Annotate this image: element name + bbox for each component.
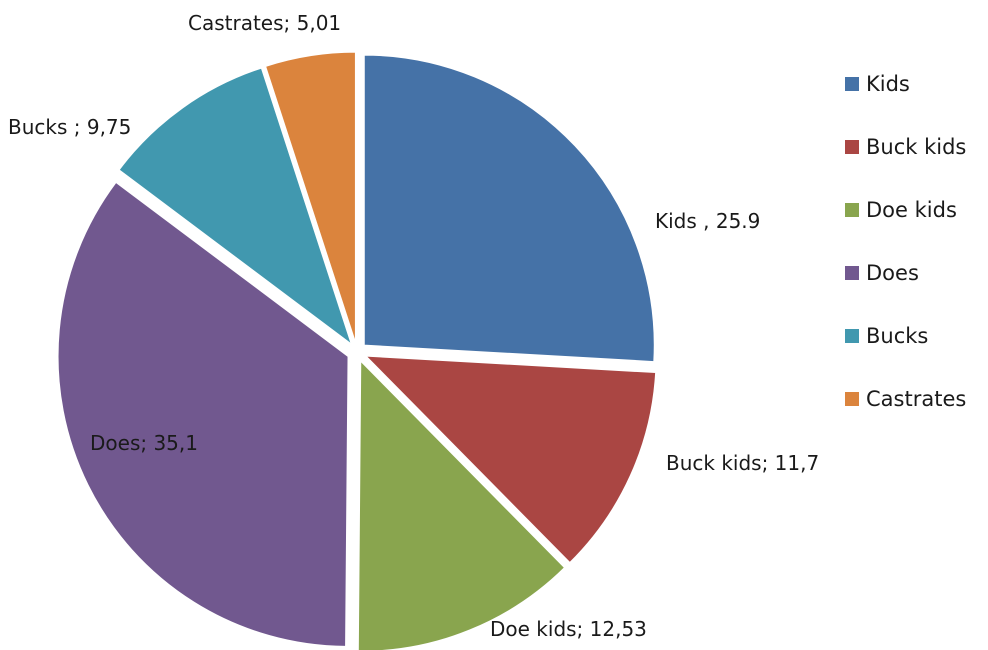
data-label-kids: Kids , 25.9 xyxy=(655,209,760,233)
pie-slice-castrates xyxy=(265,51,356,343)
legend-swatch-buck-kids xyxy=(845,140,859,154)
legend-swatch-kids xyxy=(845,77,859,91)
legend-item-castrates: Castrates xyxy=(845,385,966,413)
legend-label-doe-kids: Doe kids xyxy=(866,198,957,222)
pie-slice-buck-kids xyxy=(364,355,657,564)
legend-item-kids: Kids xyxy=(845,70,910,98)
legend-swatch-does xyxy=(845,266,859,280)
legend-item-does: Does xyxy=(845,259,919,287)
pie-slice-does xyxy=(57,181,349,647)
pie-slice-doe-kids xyxy=(357,360,566,650)
legend-item-doe-kids: Doe kids xyxy=(845,196,957,224)
legend-item-buck-kids: Buck kids xyxy=(845,133,966,161)
legend-label-does: Does xyxy=(866,261,919,285)
data-label-bucks: Bucks ; 9,75 xyxy=(8,115,131,139)
data-label-doe-kids: Doe kids; 12,53 xyxy=(490,617,647,641)
legend-swatch-doe-kids xyxy=(845,203,859,217)
legend-item-bucks: Bucks xyxy=(845,322,928,350)
data-label-castrates: Castrates; 5,01 xyxy=(188,11,341,35)
data-label-does: Does; 35,1 xyxy=(90,431,198,455)
legend-label-bucks: Bucks xyxy=(866,324,929,348)
pie-data-labels: Kids , 25.9 Buck kids; 11,7 Doe kids; 12,5… xyxy=(8,11,819,641)
legend-swatch-bucks xyxy=(845,329,859,343)
legend-label-buck-kids: Buck kids xyxy=(866,135,967,159)
pie-slice-kids xyxy=(363,54,655,363)
data-label-buck-kids: Buck kids; 11,7 xyxy=(666,451,819,475)
legend-label-kids: Kids xyxy=(866,72,910,96)
legend-swatch-castrates xyxy=(845,392,859,406)
pie-slices xyxy=(57,51,657,650)
legend-label-castrates: Castrates xyxy=(866,387,967,411)
pie-slice-bucks xyxy=(118,67,353,346)
